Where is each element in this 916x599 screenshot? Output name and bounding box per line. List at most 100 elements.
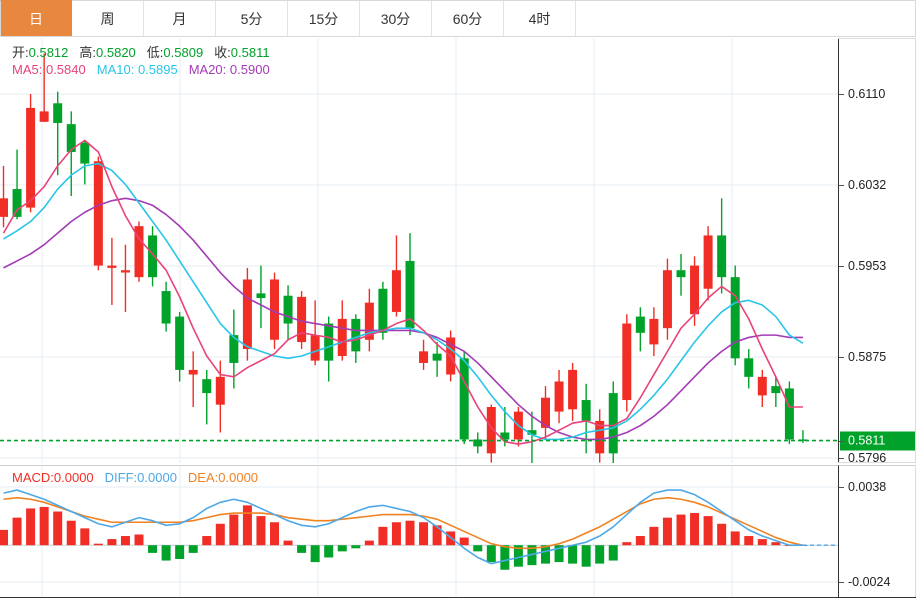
candle-42 <box>568 362 578 421</box>
macd-chart-panel[interactable] <box>0 465 838 599</box>
candle-51 <box>690 256 700 326</box>
candle-body-19 <box>256 293 266 299</box>
candle-15 <box>202 369 212 425</box>
macd-bar-27 <box>364 540 374 546</box>
macd-bar-43 <box>581 545 591 567</box>
macd-bar-2 <box>26 508 36 546</box>
candle-body-11 <box>148 235 158 278</box>
ma10-value: 0.5895 <box>137 62 178 77</box>
candle-11 <box>148 226 158 287</box>
candle-body-32 <box>432 353 442 361</box>
macd-bar-29 <box>391 522 401 546</box>
candle-23 <box>310 300 320 366</box>
price-tick-mark-4 <box>839 458 844 459</box>
period-tab-bar: 日周月 5分 15分 30分 60分 4时 <box>0 0 916 37</box>
period-tab-4[interactable]: 15分 <box>288 0 360 36</box>
candle-body-26 <box>351 318 361 352</box>
period-tab-1[interactable]: 周 <box>72 0 144 36</box>
diff-line <box>3 489 803 565</box>
ma5-value: 0.5840 <box>45 62 86 77</box>
macd-bar-5 <box>66 520 76 546</box>
macd-bar-37 <box>500 545 510 570</box>
candle-body-37 <box>500 432 510 440</box>
macd-bar-56 <box>757 539 767 546</box>
candle-body-58 <box>784 388 794 440</box>
candle-29 <box>391 235 401 317</box>
open-value: 0.5812 <box>28 45 69 60</box>
macd-bar-49 <box>662 517 672 546</box>
macd-bar-1 <box>12 517 22 546</box>
open-label: 开: <box>12 45 29 60</box>
current-price-tick-mark <box>839 440 844 442</box>
ma10-label: MA10: <box>96 62 135 77</box>
period-tab-6[interactable]: 60分 <box>432 0 504 36</box>
macd-bar-32 <box>432 525 442 546</box>
dea-line <box>3 496 804 550</box>
macd-bar-52 <box>703 516 713 546</box>
candle-body-17 <box>229 335 239 363</box>
macd-bar-48 <box>649 526 659 546</box>
candle-body-20 <box>270 279 279 340</box>
macd-bar-11 <box>148 545 158 553</box>
candle-body-23 <box>310 335 320 361</box>
macd-bar-55 <box>744 536 754 546</box>
macd-bar-44 <box>595 545 605 564</box>
candle-body-21 <box>283 295 293 324</box>
candle-body-16 <box>215 376 225 405</box>
candle-18 <box>242 267 252 361</box>
candle-12 <box>161 281 171 332</box>
diff-value: 0.0000 <box>137 470 177 485</box>
candle-body-42 <box>568 369 578 410</box>
macd-bar-22 <box>297 545 307 553</box>
macd-bar-19 <box>256 516 266 546</box>
candle-50 <box>676 253 686 296</box>
ma20-value: 0.5900 <box>229 62 270 77</box>
period-tab-0[interactable]: 日 <box>0 0 72 36</box>
candle-body-52 <box>703 235 713 289</box>
period-tab-7[interactable]: 4时 <box>504 0 576 36</box>
macd-bar-41 <box>554 545 564 563</box>
candle-body-18 <box>242 279 252 350</box>
macd-bar-26 <box>351 545 361 549</box>
macd-bar-16 <box>215 523 225 546</box>
period-tab-2[interactable]: 月 <box>144 0 216 36</box>
candle-body-2 <box>26 107 36 208</box>
price-chart-panel[interactable] <box>0 38 838 463</box>
macd-bar-8 <box>107 539 117 546</box>
macd-bar-31 <box>419 522 429 546</box>
candle-body-34 <box>459 358 469 440</box>
candle-body-53 <box>717 235 727 278</box>
candle-47 <box>635 307 645 352</box>
macd-bar-25 <box>337 545 347 552</box>
macd-bar-6 <box>80 528 90 546</box>
candle-45 <box>608 381 618 463</box>
candle-19 <box>256 265 266 329</box>
candle-body-4 <box>53 103 63 123</box>
period-tab-5[interactable]: 30分 <box>360 0 432 36</box>
candle-body-54 <box>730 277 740 359</box>
price-tick-label-1: 0.6032 <box>848 178 887 192</box>
period-tab-3[interactable]: 5分 <box>216 0 288 36</box>
candle-36 <box>486 404 496 463</box>
candle-body-28 <box>378 288 388 333</box>
low-label: 低: <box>146 45 164 60</box>
macd-bar-53 <box>717 523 727 546</box>
macd-bar-15 <box>202 536 212 546</box>
candle-41 <box>554 369 564 424</box>
candle-body-35 <box>473 439 483 447</box>
candle-54 <box>730 265 740 366</box>
macd-bar-23 <box>310 545 320 563</box>
macd-bar-4 <box>53 511 63 546</box>
price-tick-label-3: 0.5875 <box>848 350 887 364</box>
price-tick-mark-3 <box>839 357 844 358</box>
candle-body-46 <box>622 323 632 401</box>
candle-46 <box>622 314 632 412</box>
candle-body-44 <box>595 420 605 454</box>
macd-bar-46 <box>622 542 632 546</box>
candle-7 <box>93 156 103 271</box>
candle-57 <box>771 376 781 407</box>
candle-body-22 <box>297 296 307 343</box>
candle-40 <box>541 386 550 440</box>
candle-body-43 <box>581 400 591 421</box>
candle-body-39 <box>527 430 537 435</box>
